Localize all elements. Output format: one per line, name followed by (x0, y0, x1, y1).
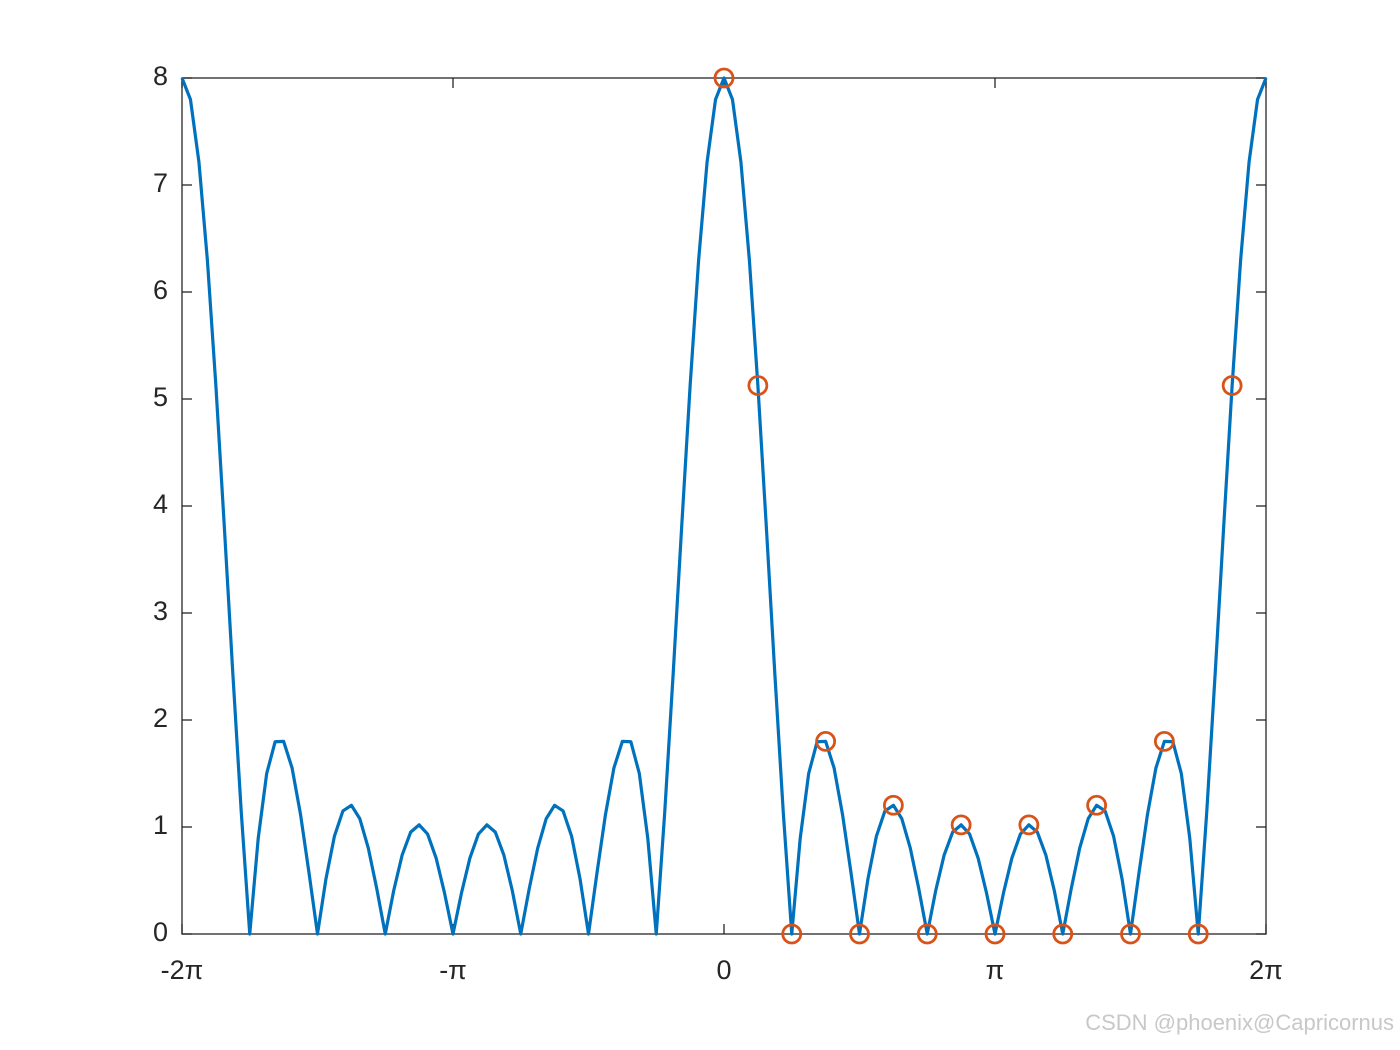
data-point (849, 923, 870, 945)
y-tick-label: 8 (153, 61, 168, 91)
data-point (1018, 814, 1040, 836)
data-point (984, 923, 1006, 945)
plot-area (181, 77, 1267, 935)
x-tick-label: -2π (161, 955, 204, 985)
y-tick-label: 0 (153, 917, 168, 947)
x-tick-label: 2π (1249, 955, 1283, 985)
y-tick-label: 5 (153, 382, 168, 412)
data-point (1086, 794, 1108, 816)
data-point (950, 814, 972, 836)
watermark: CSDN @phoenix@Capricornus (1085, 1010, 1394, 1035)
y-tick-label: 1 (153, 810, 168, 840)
x-tick-label: -π (439, 955, 467, 985)
y-tick-label: 4 (153, 489, 168, 519)
data-point (916, 923, 938, 945)
data-point (1221, 375, 1243, 396)
data-point (815, 731, 837, 752)
data-point (713, 67, 735, 89)
data-line (180, 76, 1268, 936)
y-tick-label: 7 (153, 168, 168, 198)
data-point (1153, 731, 1175, 752)
data-point (1120, 923, 1141, 945)
y-tick-label: 2 (153, 703, 168, 733)
y-tick-label: 3 (153, 596, 168, 626)
y-tick-label: 6 (153, 275, 168, 305)
data-point (1052, 923, 1074, 945)
data-point (781, 923, 803, 945)
data-point (1187, 923, 1209, 945)
data-point (747, 375, 769, 396)
x-tick-label: 0 (716, 955, 731, 985)
data-point (882, 794, 904, 816)
x-tick-label: π (986, 955, 1005, 985)
